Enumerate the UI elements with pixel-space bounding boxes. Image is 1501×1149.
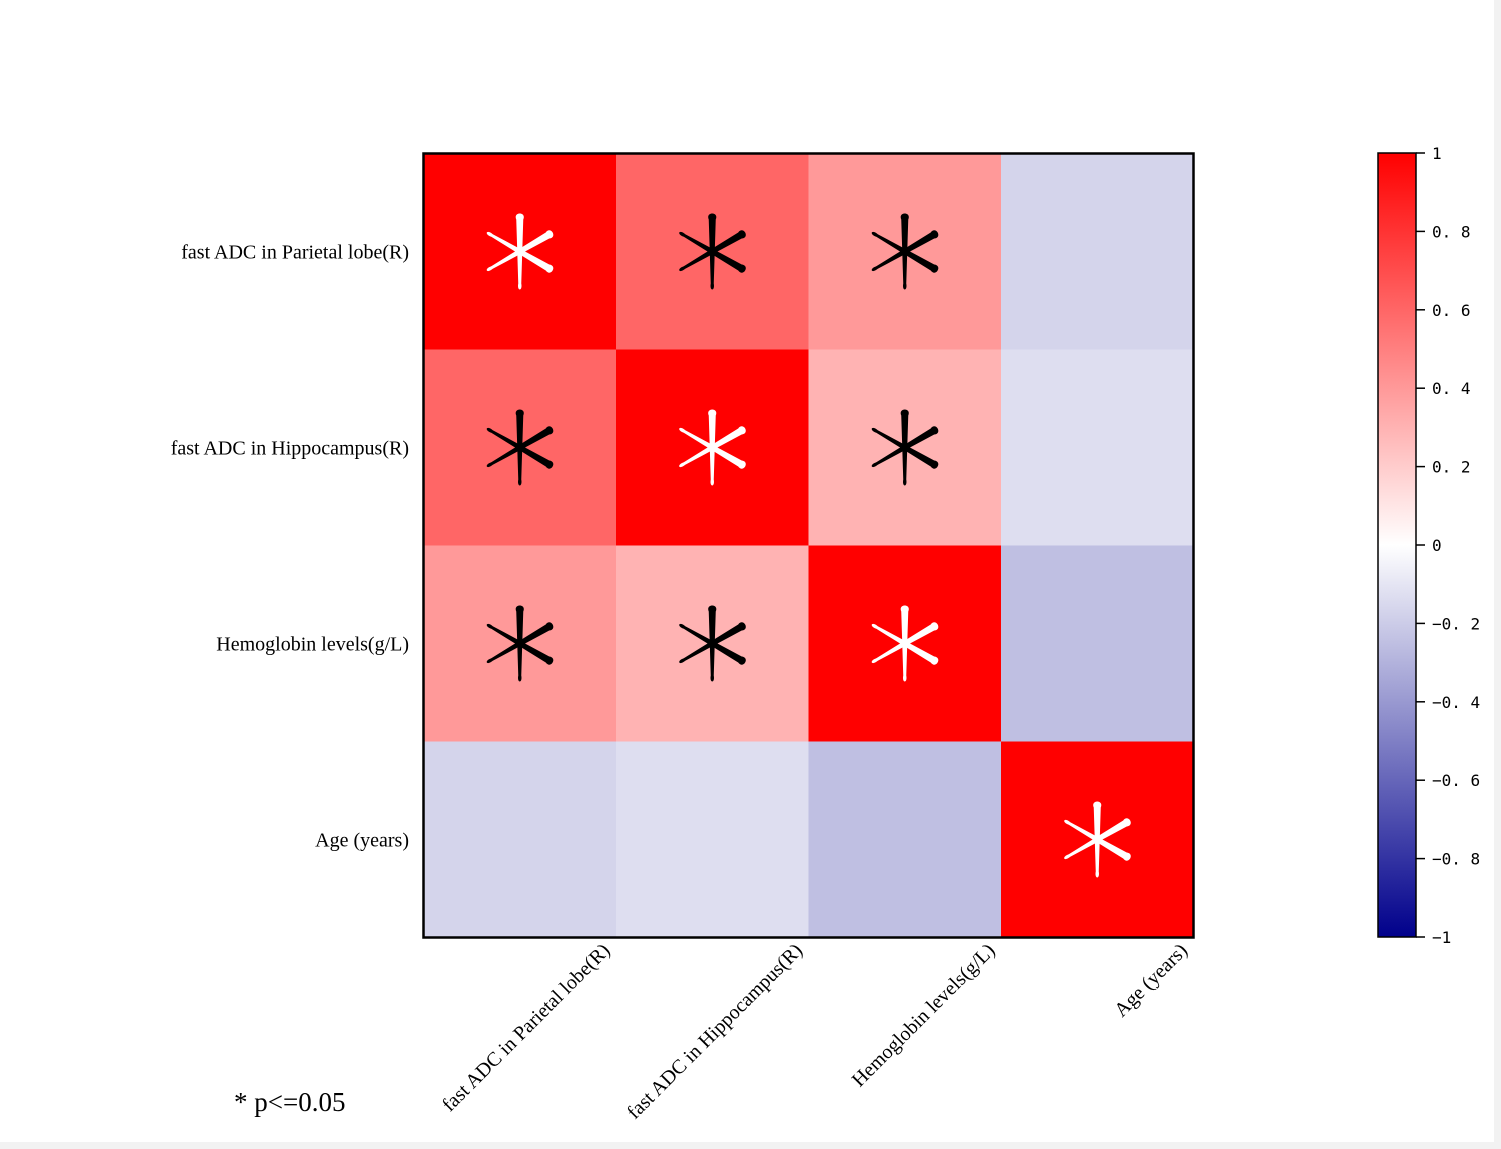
significance-star [871,605,939,682]
row-label: fast ADC in Parietal lobe(R) [181,242,409,264]
page-edge-right [1494,0,1501,1149]
heatmap-cell [808,741,1002,938]
heatmap-cell [1001,153,1194,350]
colorbar-tick-label: −0. 6 [1432,771,1480,790]
significance-star [679,213,746,290]
row-label: Age (years) [315,830,409,852]
significance-star [1064,801,1131,878]
colorbar-tick-label: 1 [1432,144,1442,163]
significance-star [871,213,939,290]
column-label: fast ADC in Hippocampus(R) [623,939,807,1123]
heatmap-cell [1001,349,1194,546]
colorbar-tick-label: 0. 8 [1432,222,1471,241]
significance-star [871,409,939,486]
significance-footnote: * p<=0.05 [234,1087,346,1117]
row-label: fast ADC in Hippocampus(R) [171,438,409,460]
colorbar-tick-label: −0. 4 [1432,693,1480,712]
colorbar-tick-label: −1 [1432,928,1451,947]
row-label: Hemoglobin levels(g/L) [216,634,409,656]
significance-star [679,605,746,682]
column-label: Age (years) [1110,939,1192,1021]
colorbar-tick-label: 0. 2 [1432,458,1471,477]
heatmap-cells [423,153,1194,938]
column-label: fast ADC in Parietal lobe(R) [438,939,615,1116]
colorbar [1377,152,1417,938]
significance-markers [486,213,1131,878]
colorbar-tick-label: −0. 8 [1432,850,1480,869]
colorbar-tick-label: −0. 2 [1432,614,1480,633]
colorbar-tick-label: 0. 4 [1432,379,1471,398]
significance-star [486,213,554,290]
column-labels: fast ADC in Parietal lobe(R) fast ADC in … [438,939,1192,1123]
significance-star [486,605,554,682]
colorbar-ticks: 1 0. 8 0. 6 0. 4 0. 2 0 −0. 2 −0. 4 −0. 6 −0. 8 −1 [1416,144,1480,947]
heatmap-cell [1001,545,1194,742]
row-labels: fast ADC in Parietal lobe(R) fast ADC in … [171,242,409,852]
page-edge-bottom [0,1142,1501,1149]
heatmap-cell [616,741,809,938]
colorbar-tick-label: 0 [1432,536,1442,555]
column-label: Hemoglobin levels(g/L) [848,939,1000,1091]
significance-star [486,409,554,486]
significance-star [679,409,746,486]
colorbar-tick-label: 0. 6 [1432,301,1471,320]
plot-frame [422,152,1195,939]
heatmap-cell [423,741,617,938]
